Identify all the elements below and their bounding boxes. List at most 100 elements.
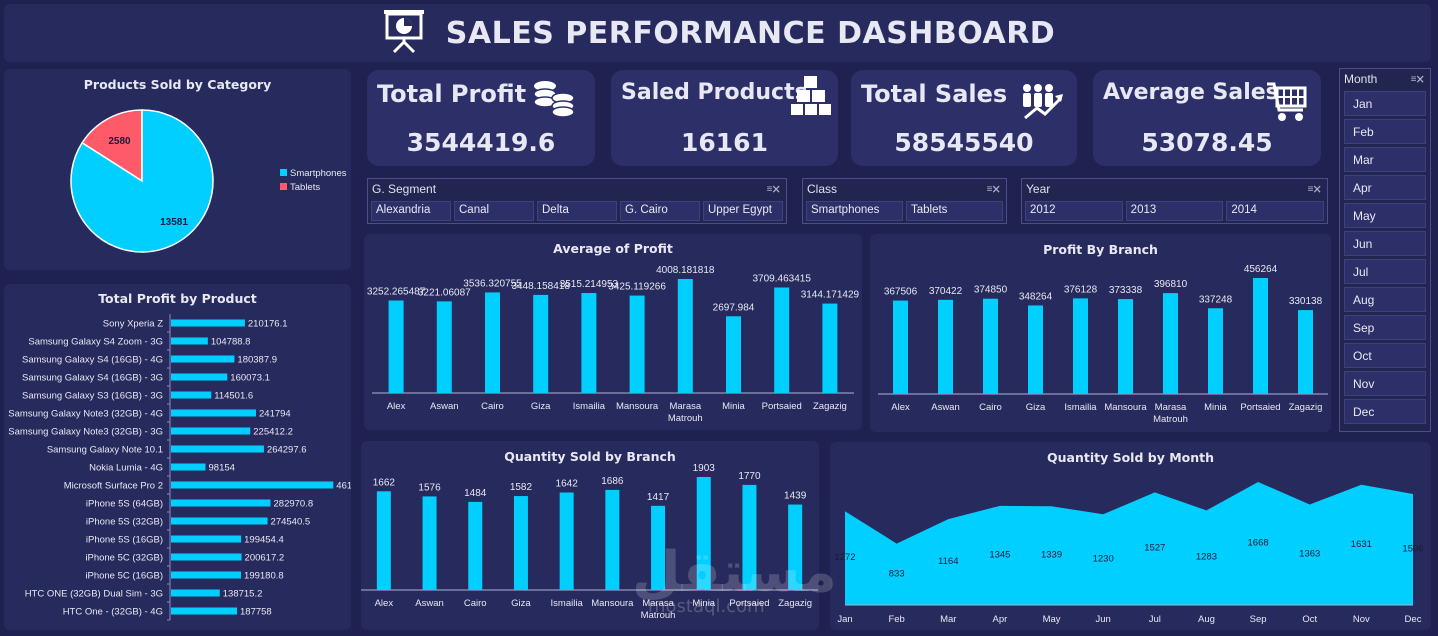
data-label: 3221.06087 [418, 287, 471, 298]
category-label: Feb [888, 614, 904, 625]
slicer-item-month[interactable]: Dec [1344, 399, 1426, 424]
category-label: Aswan [415, 598, 444, 609]
slicer-item-month[interactable]: May [1344, 203, 1426, 228]
slicer-item-month[interactable]: Jan [1344, 91, 1426, 116]
slicer-item-month[interactable]: Mar [1344, 147, 1426, 172]
data-label: 1686 [601, 476, 624, 487]
data-label: 1363 [1299, 549, 1320, 560]
bar [726, 316, 741, 393]
people-growth-icon [1019, 82, 1065, 127]
slicer-item-month[interactable]: Aug [1344, 287, 1426, 312]
slicer-item-year[interactable]: 2013 [1125, 201, 1224, 221]
kpi-label: Average Sales [1103, 80, 1279, 105]
slicer-item-year[interactable]: 2014 [1226, 201, 1325, 221]
data-label: 1164 [938, 556, 958, 567]
data-label: 3536.320755 [463, 278, 522, 289]
data-label: 833 [889, 568, 905, 579]
category-label: HTC One - (32GB) - 4G [63, 607, 163, 618]
slicer-item-month[interactable]: Jun [1344, 231, 1426, 256]
legend-label: Tablets [290, 182, 320, 193]
data-label: 98154 [209, 463, 235, 474]
data-label: 104788.8 [211, 337, 251, 348]
category-label: Sep [1250, 614, 1267, 625]
slicer-item-segment[interactable]: Alexandria [371, 201, 451, 221]
product-profit-title: Total Profit by Product [98, 291, 257, 306]
bar [171, 535, 242, 543]
category-label: Alex [387, 401, 406, 412]
pie-slice [81, 109, 143, 183]
data-label: 367506 [884, 287, 918, 298]
category-label: Zagazig [1289, 402, 1323, 413]
category-label: Samsung Galaxy S4 (16GB) - 3G [22, 373, 163, 384]
bar [651, 505, 666, 590]
bar [171, 427, 251, 435]
data-label: 187758 [240, 607, 272, 618]
slicer-item-segment[interactable]: G. Cairo [620, 201, 700, 221]
slicer-item-month[interactable]: Jul [1344, 259, 1426, 284]
data-label: 200617.2 [245, 553, 285, 564]
product-profit-chart: Sony Xperia Z 210176.1 Samsung Galaxy S4 Z… [8, 314, 351, 621]
data-label: 3425.119266 [608, 282, 666, 293]
year-slicer: Year ≡🗙 2012 2013 2014 [1021, 178, 1328, 224]
bar [171, 409, 257, 417]
product-profit-panel: Total Profit by Product Sony Xperia Z 210… [4, 284, 351, 630]
data-label: 370422 [929, 286, 963, 297]
slicer-item-segment[interactable]: Upper Egypt [703, 201, 783, 221]
data-label: 1903 [693, 463, 716, 474]
bar [171, 607, 238, 615]
category-label: Cairo [464, 598, 487, 609]
category-label: Marasa [669, 401, 701, 412]
slicer-item-segment[interactable]: Canal [454, 201, 534, 221]
year-items: 2012 2013 2014 [1025, 201, 1325, 221]
data-label: 1662 [373, 477, 396, 488]
category-label: Portsaied [762, 401, 802, 412]
data-label: 3252.265487 [367, 286, 426, 297]
slicer-item-month[interactable]: Nov [1344, 371, 1426, 396]
category-label: Alex [375, 598, 394, 609]
kpi-saled-products: Saled Products 16161 [611, 70, 838, 166]
data-label: 3515.214953 [560, 279, 619, 290]
multi-select-icon[interactable]: ≡🗙 [986, 184, 1000, 195]
slicer-item-month[interactable]: Oct [1344, 343, 1426, 368]
bar [171, 499, 271, 507]
bar [581, 293, 597, 393]
category-label: Ismailia [551, 598, 584, 609]
slicer-item-month[interactable]: Apr [1344, 175, 1426, 200]
category-label: Portsaied [729, 598, 769, 609]
multi-select-icon[interactable]: ≡🗙 [766, 184, 780, 195]
slicer-item-month[interactable]: Sep [1344, 315, 1426, 340]
category-label: Giza [511, 598, 531, 609]
bar [485, 292, 500, 393]
slicer-item-class[interactable]: Smartphones [806, 201, 903, 221]
bar [822, 303, 838, 393]
category-label: Aug [1198, 614, 1215, 625]
category-label: Jan [837, 614, 852, 625]
bar [559, 492, 574, 590]
multi-select-icon[interactable]: ≡🗙 [1307, 184, 1321, 195]
category-label: Giza [1026, 402, 1046, 413]
data-label: 348264 [1019, 291, 1053, 302]
data-label: 225412.2 [253, 427, 293, 438]
slicer-item-segment[interactable]: Delta [537, 201, 617, 221]
category-label: Zagazig [813, 401, 847, 412]
month-items: Jan Feb Mar Apr May Jun Jul Aug Sep Oct Nov Dec [1344, 91, 1426, 427]
slicer-item-month[interactable]: Feb [1344, 119, 1426, 144]
slicer-item-year[interactable]: 2012 [1025, 201, 1123, 221]
category-label: Giza [531, 401, 551, 412]
data-label: 373338 [1109, 285, 1143, 296]
data-label: 1339 [1041, 550, 1062, 561]
category-label: Mar [940, 614, 956, 625]
data-label: 2697.984 [713, 302, 755, 313]
kpi-label: Saled Products [621, 80, 808, 105]
pie-panel: Products Sold by Category 2580 13581 Smart… [4, 69, 351, 270]
data-label: 138715.2 [223, 589, 263, 600]
data-label: 282970.8 [274, 499, 314, 510]
slicer-item-class[interactable]: Tablets [906, 201, 1003, 221]
category-label: Marasa [1155, 402, 1187, 413]
multi-select-icon[interactable]: ≡🗙 [1410, 74, 1424, 85]
category-label: Samsung Galaxy S3 (16GB) - 3G [22, 391, 163, 402]
data-label: 1668 [1248, 538, 1269, 549]
legend-swatch [280, 183, 287, 190]
qty-branch-title: Quantity Sold by Branch [504, 449, 676, 464]
data-label: 114501.6 [214, 391, 253, 402]
